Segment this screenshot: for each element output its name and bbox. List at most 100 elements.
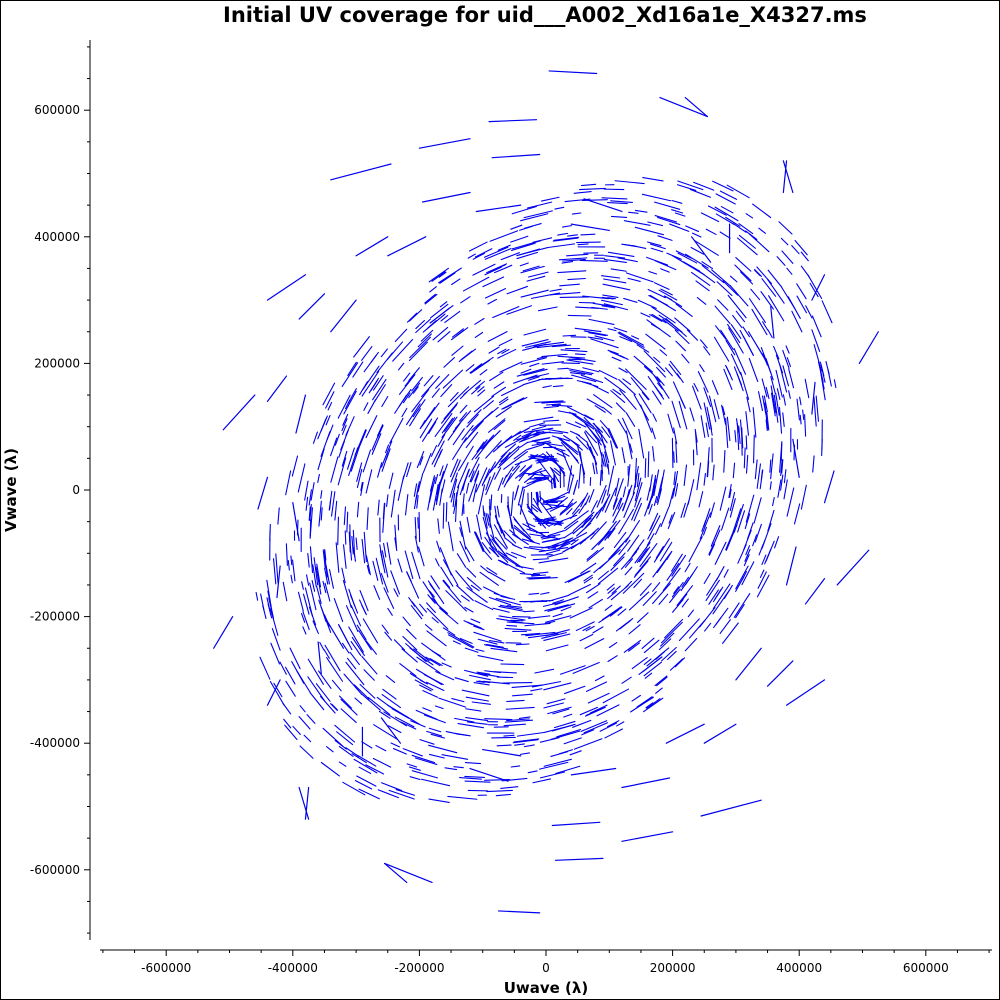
uv-point [797, 284, 806, 299]
uv-point [618, 609, 626, 615]
uv-point [524, 745, 534, 747]
uv-point [474, 683, 489, 685]
uv-point [646, 334, 665, 349]
uv-point [466, 432, 477, 447]
uv-point [310, 547, 312, 573]
uv-point [655, 202, 680, 209]
uv-point [706, 580, 719, 600]
uv-point [713, 181, 733, 191]
uv-point [690, 189, 710, 197]
uv-point [626, 369, 647, 389]
uv-point [304, 735, 311, 741]
uv-point [739, 426, 740, 444]
uv-point [786, 346, 789, 353]
uv-point [341, 699, 357, 715]
uv-point [310, 693, 324, 710]
uv-point [700, 365, 704, 372]
uv-point [602, 276, 620, 278]
uv-point [695, 241, 719, 256]
uv-point [624, 640, 640, 652]
uv-point [640, 584, 651, 596]
uv-point [634, 579, 642, 587]
uv-point [345, 531, 346, 544]
uv-point [511, 243, 535, 250]
uv-point [593, 463, 595, 474]
uv-point [299, 717, 310, 729]
uv-point [605, 256, 625, 258]
uv-point [549, 492, 570, 502]
uv-point [387, 342, 402, 360]
uv-point [747, 455, 748, 473]
uv-point [328, 403, 331, 410]
uv-point [593, 385, 609, 393]
uv-point [675, 213, 685, 216]
uv-point [759, 392, 763, 411]
uv-point [779, 407, 781, 433]
uv-point [449, 635, 473, 648]
uv-point [400, 375, 415, 395]
uv-point [471, 360, 490, 373]
uv-point [535, 669, 554, 673]
uv-point [385, 863, 407, 882]
uv-point [506, 707, 534, 709]
uv-point [588, 592, 598, 598]
uv-point [623, 487, 625, 497]
uv-point [278, 508, 279, 524]
uv-point [312, 581, 314, 592]
uv-point [491, 495, 492, 510]
uv-point [516, 566, 534, 569]
uv-point [771, 306, 774, 338]
uv-point [409, 342, 427, 360]
uv-point [587, 399, 603, 408]
uv-point [574, 484, 577, 494]
uv-point [383, 689, 396, 699]
uv-point [626, 413, 634, 427]
uv-point [390, 418, 403, 443]
uv-point [407, 629, 417, 639]
uv-point [507, 286, 527, 293]
uv-point [746, 214, 752, 218]
uv-point [371, 355, 376, 362]
uv-point [419, 139, 470, 148]
uv-point [730, 285, 748, 306]
uv-point [637, 345, 649, 352]
uv-point [300, 746, 313, 758]
x-axis-label: Uwave (λ) [504, 979, 589, 997]
uv-point [347, 658, 355, 669]
uv-point [539, 307, 558, 311]
uv-point [444, 580, 450, 587]
uv-point [267, 376, 286, 401]
uv-point [258, 477, 267, 509]
uv-point [584, 723, 607, 733]
uv-point [776, 355, 782, 373]
uv-point [560, 297, 589, 298]
uv-point [733, 509, 741, 533]
uv-point [297, 671, 310, 692]
uv-point [306, 497, 308, 510]
uv-point [783, 395, 785, 405]
uv-point [520, 263, 528, 266]
uv-point [717, 282, 732, 296]
uv-point [653, 583, 660, 592]
uv-point [665, 620, 683, 638]
uv-point [223, 395, 255, 430]
uv-point [642, 194, 670, 200]
uv-point [753, 408, 756, 438]
uv-point [451, 392, 459, 400]
uv-point [467, 722, 487, 724]
uv-point [407, 764, 417, 767]
uv-point [568, 235, 578, 236]
uv-point [551, 480, 552, 489]
uv-point [770, 482, 771, 490]
uv-point [694, 384, 698, 392]
uv-point [291, 575, 292, 583]
uv-point [497, 506, 499, 517]
uv-point [286, 471, 291, 495]
uv-point [471, 619, 480, 623]
uv-point [529, 616, 550, 618]
uv-point [513, 694, 533, 696]
uv-point [466, 718, 488, 721]
uv-point [675, 484, 677, 496]
uv-point [638, 613, 649, 623]
uv-point [672, 210, 683, 213]
